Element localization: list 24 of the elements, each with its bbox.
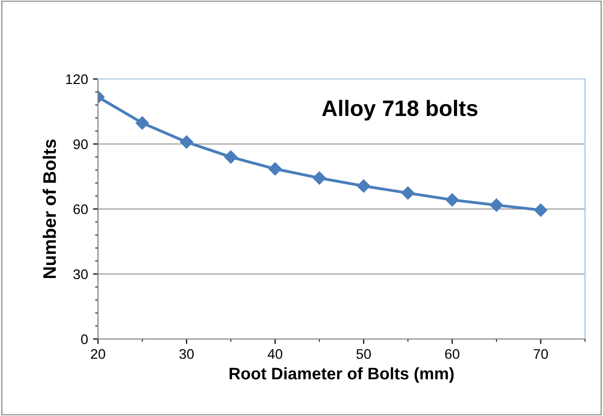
text: Alloy 718 bolts	[322, 100, 478, 121]
y-tick-label: 60	[74, 204, 88, 214]
point	[312, 171, 326, 185]
point	[401, 186, 414, 200]
y-axis-title: Number of Bolts	[42, 140, 56, 278]
x-tick-label: 60	[445, 349, 460, 359]
point	[180, 135, 194, 149]
point	[136, 116, 149, 130]
y-tick-label: 0	[81, 334, 88, 344]
point	[490, 198, 504, 212]
y-tick-label: 120	[66, 74, 88, 84]
point	[224, 150, 238, 164]
x-tick-label: 50	[356, 349, 371, 359]
x-tick-label: 40	[268, 349, 282, 359]
x-tick-label: 70	[534, 349, 548, 359]
point	[357, 179, 370, 193]
x-axis-title: Root Diameter of Bolts (mm)	[230, 367, 454, 383]
y-tick-label: 90	[73, 139, 88, 150]
y-tick-label: 30	[73, 269, 88, 280]
point	[446, 193, 459, 206]
x-tick-label: 30	[179, 349, 194, 359]
x-tick-label: 20	[90, 349, 106, 359]
point	[534, 203, 548, 217]
point	[268, 162, 282, 176]
